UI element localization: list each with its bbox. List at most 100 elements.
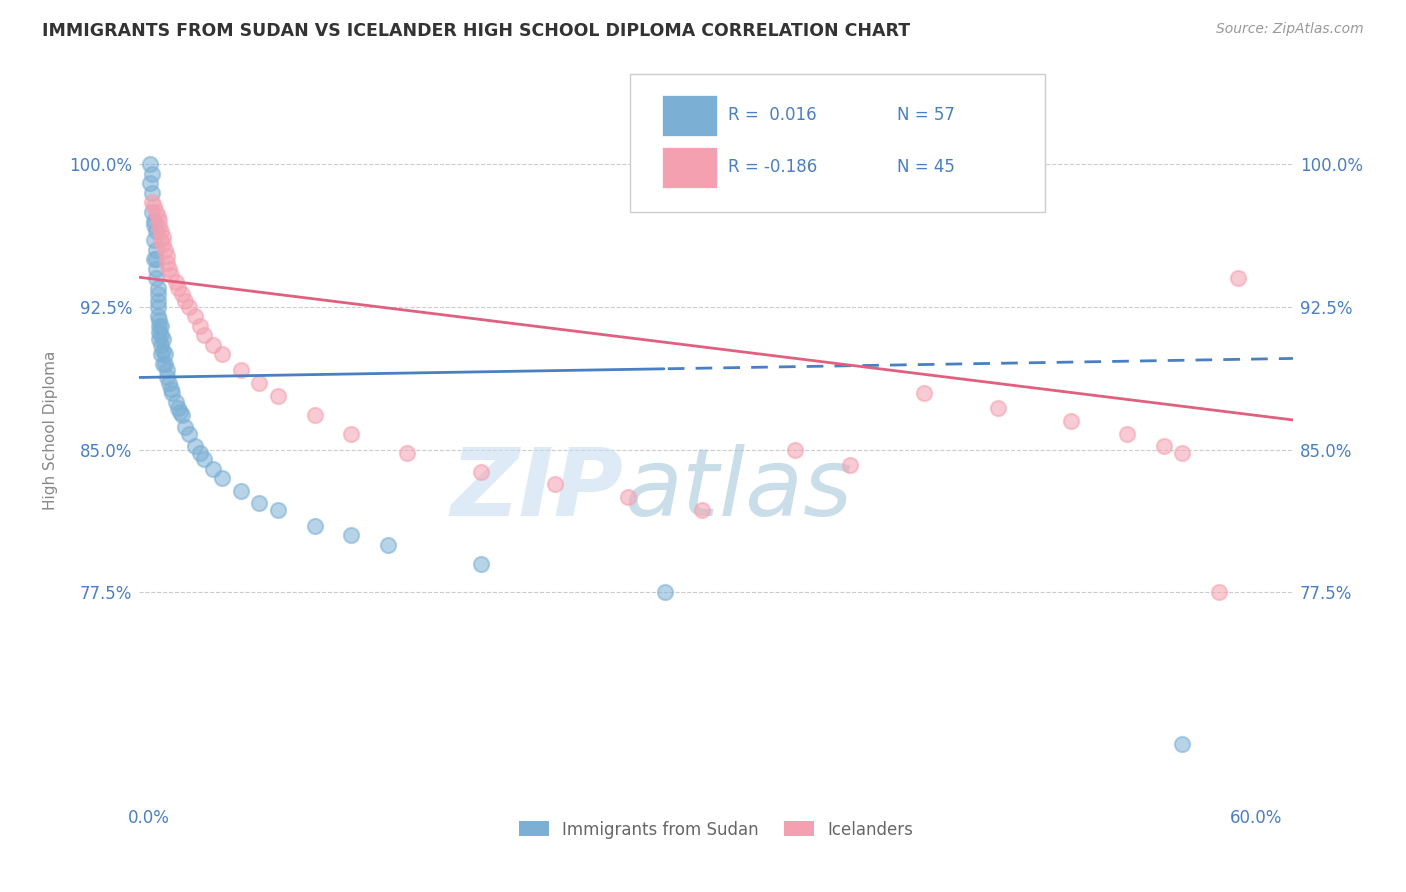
- Point: [1171, 446, 1194, 460]
- Point: [229, 484, 252, 499]
- Point: [1153, 439, 1175, 453]
- Point: [202, 461, 225, 475]
- Point: [247, 376, 270, 390]
- Point: [148, 313, 170, 327]
- Legend: Immigrants from Sudan, Icelanders: Immigrants from Sudan, Icelanders: [512, 814, 920, 846]
- Point: [167, 281, 190, 295]
- Point: [150, 233, 173, 247]
- Point: [1115, 427, 1137, 442]
- Point: [142, 252, 165, 267]
- Point: [167, 401, 190, 415]
- Point: [145, 261, 167, 276]
- Point: [146, 300, 169, 314]
- Point: [152, 357, 174, 371]
- Point: [153, 243, 176, 257]
- Point: [340, 427, 363, 442]
- Point: [156, 370, 179, 384]
- Point: [157, 261, 180, 276]
- Point: [152, 237, 174, 252]
- Point: [142, 199, 165, 213]
- Point: [177, 300, 200, 314]
- Point: [153, 347, 176, 361]
- Bar: [662, 95, 717, 136]
- Point: [395, 446, 418, 460]
- Point: [156, 248, 179, 262]
- Point: [193, 452, 215, 467]
- Point: [174, 419, 197, 434]
- Point: [141, 186, 163, 200]
- Text: R =  0.016: R = 0.016: [727, 106, 817, 124]
- Point: [1060, 414, 1083, 428]
- Point: [153, 357, 176, 371]
- Point: [838, 458, 860, 472]
- Point: [617, 490, 640, 504]
- Point: [188, 318, 211, 333]
- Point: [169, 404, 191, 418]
- Point: [211, 471, 233, 485]
- Point: [1208, 585, 1230, 599]
- Point: [188, 446, 211, 460]
- Point: [146, 286, 169, 301]
- Point: [139, 176, 162, 190]
- Point: [170, 286, 193, 301]
- Point: [543, 476, 565, 491]
- Point: [145, 271, 167, 285]
- Point: [162, 385, 184, 400]
- Point: [170, 409, 193, 423]
- Point: [304, 518, 326, 533]
- Point: [157, 376, 180, 390]
- Point: [690, 503, 713, 517]
- Text: ZIP: ZIP: [451, 444, 624, 536]
- Point: [150, 347, 173, 361]
- Point: [987, 401, 1010, 415]
- Point: [912, 385, 935, 400]
- Point: [654, 585, 676, 599]
- Point: [142, 218, 165, 232]
- Point: [165, 275, 187, 289]
- Point: [148, 318, 170, 333]
- Point: [145, 224, 167, 238]
- Y-axis label: High School Diploma: High School Diploma: [44, 351, 58, 510]
- Text: N = 45: N = 45: [897, 158, 955, 177]
- Point: [156, 362, 179, 376]
- Point: [266, 389, 288, 403]
- Point: [304, 409, 326, 423]
- Point: [145, 252, 167, 267]
- Point: [148, 214, 170, 228]
- Point: [142, 233, 165, 247]
- Point: [148, 332, 170, 346]
- Point: [152, 229, 174, 244]
- Point: [183, 310, 205, 324]
- Point: [1171, 738, 1194, 752]
- Point: [183, 439, 205, 453]
- FancyBboxPatch shape: [630, 74, 1045, 211]
- Point: [165, 395, 187, 409]
- Point: [141, 167, 163, 181]
- Point: [177, 427, 200, 442]
- Bar: [662, 147, 717, 188]
- Point: [174, 294, 197, 309]
- Point: [229, 362, 252, 376]
- Point: [1226, 271, 1249, 285]
- Point: [340, 528, 363, 542]
- Text: R = -0.186: R = -0.186: [727, 158, 817, 177]
- Point: [148, 220, 170, 235]
- Text: Source: ZipAtlas.com: Source: ZipAtlas.com: [1216, 22, 1364, 37]
- Point: [148, 325, 170, 339]
- Point: [145, 204, 167, 219]
- Point: [146, 310, 169, 324]
- Point: [146, 209, 169, 223]
- Point: [783, 442, 806, 457]
- Point: [139, 157, 162, 171]
- Point: [146, 294, 169, 309]
- Point: [247, 496, 270, 510]
- Point: [150, 318, 173, 333]
- Point: [470, 466, 492, 480]
- Point: [142, 214, 165, 228]
- Point: [146, 281, 169, 295]
- Point: [141, 204, 163, 219]
- Point: [377, 538, 399, 552]
- Point: [193, 328, 215, 343]
- Text: IMMIGRANTS FROM SUDAN VS ICELANDER HIGH SCHOOL DIPLOMA CORRELATION CHART: IMMIGRANTS FROM SUDAN VS ICELANDER HIGH …: [42, 22, 910, 40]
- Point: [159, 268, 181, 282]
